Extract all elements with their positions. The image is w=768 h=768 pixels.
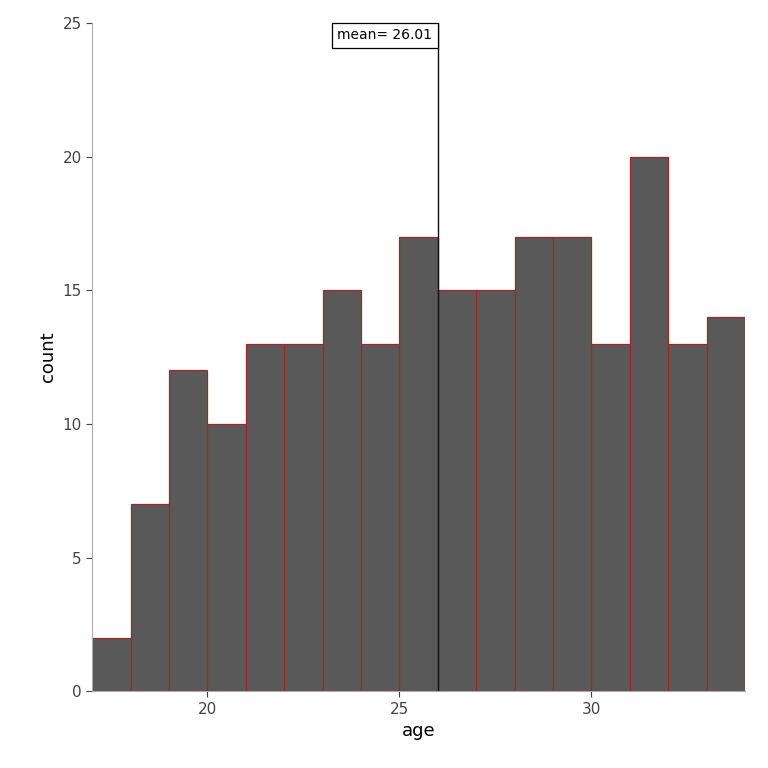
X-axis label: age: age	[402, 722, 435, 740]
Bar	[707, 317, 745, 691]
Bar	[438, 290, 476, 691]
Bar	[668, 344, 707, 691]
Bar	[92, 637, 131, 691]
Bar	[323, 290, 361, 691]
Bar	[131, 504, 169, 691]
Bar	[246, 344, 284, 691]
Bar	[515, 237, 553, 691]
Y-axis label: count: count	[39, 332, 57, 382]
Bar	[207, 424, 246, 691]
Bar	[399, 237, 438, 691]
Bar	[553, 237, 591, 691]
Bar	[476, 290, 515, 691]
Bar	[284, 344, 323, 691]
Bar	[169, 370, 207, 691]
Bar	[630, 157, 668, 691]
Text: mean= 26.01: mean= 26.01	[337, 28, 432, 42]
Bar	[591, 344, 630, 691]
Bar	[361, 344, 399, 691]
